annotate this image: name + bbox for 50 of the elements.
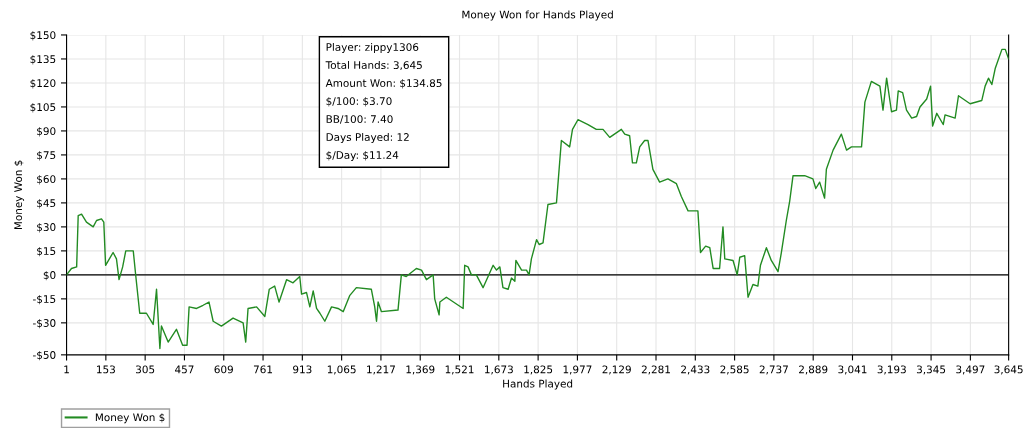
x-tick-label: 457: [175, 365, 194, 374]
x-tick-label: 3,497: [956, 365, 985, 375]
x-tick-label: 1,673: [485, 365, 513, 375]
y-tick-label: $60: [37, 174, 56, 185]
y-tick-label: $150: [30, 31, 56, 41]
y-tick-label: -$50: [33, 350, 56, 361]
x-axis-title: Hands Played: [503, 379, 573, 390]
x-tick-label: 305: [136, 365, 155, 374]
x-tick-label: 2,433: [681, 365, 710, 375]
x-tick-label: 1: [64, 365, 69, 374]
x-tick-label: 2,889: [799, 365, 828, 375]
y-tick-label: $15: [37, 246, 56, 257]
y-tick-label: $30: [37, 222, 56, 233]
chart-title: Money Won for Hands Played: [462, 10, 613, 21]
annotation: Amount Won: $134.85: [325, 78, 442, 89]
annotation: $/Day: $11.24: [326, 150, 399, 162]
x-tick-label: 1,369: [406, 365, 435, 375]
annotation: BB/100: 7.40: [326, 115, 393, 124]
y-tick-label: $75: [37, 150, 56, 161]
x-tick-label: 3,645: [994, 365, 1023, 375]
annotation: $/100: $3.70: [326, 96, 392, 107]
x-tick-label: 913: [293, 365, 312, 374]
y-tick-label: $45: [37, 198, 56, 209]
x-tick-label: 3,041: [838, 365, 867, 375]
legend-label: Money Won $: [95, 413, 165, 424]
x-tick-label: 2,737: [759, 365, 788, 375]
y-tick-label: $120: [30, 78, 56, 89]
annotation: Days Played: 12: [326, 132, 409, 144]
x-tick-label: 3,193: [877, 365, 906, 375]
y-tick-label: -$30: [33, 318, 56, 329]
x-tick-label: 2,281: [641, 365, 670, 375]
x-tick-label: 1,825: [524, 365, 553, 375]
x-tick-label: 1,217: [367, 365, 395, 375]
x-tick-label: 3,345: [916, 365, 946, 375]
x-tick-label: 153: [97, 365, 115, 374]
x-tick-label: 1,521: [445, 365, 474, 375]
y-tick-label: $0: [43, 270, 56, 281]
annotation: Player: zippy1306: [326, 42, 419, 54]
y-tick-label: $105: [30, 102, 56, 113]
x-tick-label: 1,977: [563, 365, 592, 375]
x-tick-label: 609: [214, 365, 233, 374]
y-tick-label: -$15: [33, 294, 56, 305]
y-tick-label: $135: [30, 54, 56, 65]
y-tick-label: $90: [37, 126, 56, 137]
annotation: Total Hands: 3,645: [325, 60, 422, 71]
x-tick-label: 2,585: [720, 365, 749, 375]
y-axis-title: Money Won $: [14, 160, 25, 230]
x-tick-label: 761: [253, 365, 273, 374]
x-tick-label: 1,065: [327, 365, 356, 375]
x-tick-label: 2,129: [602, 365, 631, 375]
